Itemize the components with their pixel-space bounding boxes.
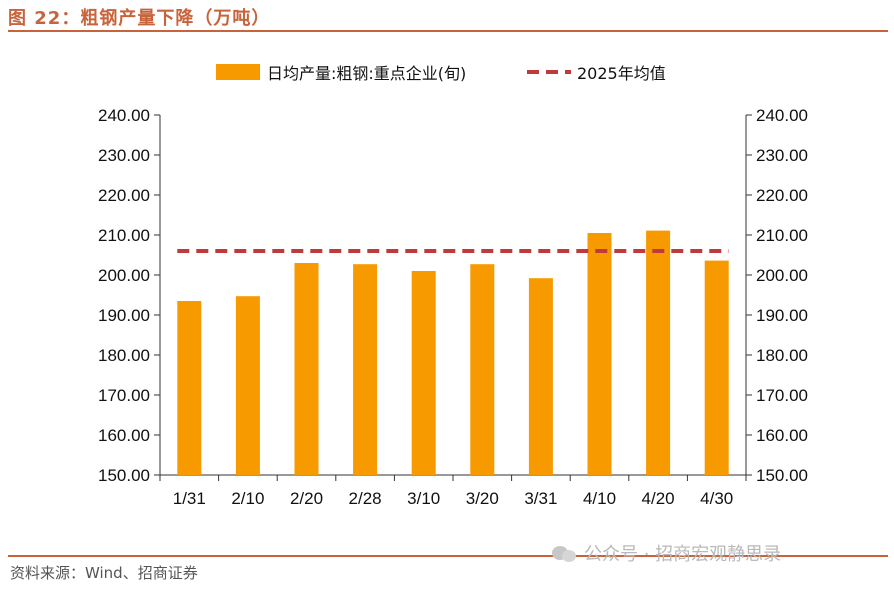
bar <box>353 264 378 475</box>
x-tick-label: 4/20 <box>642 489 675 508</box>
y-tick-label-left: 220.00 <box>98 186 150 205</box>
y-tick-label-left: 180.00 <box>98 346 150 365</box>
bar <box>235 296 260 475</box>
source-note: 资料来源：Wind、招商证券 <box>10 564 198 582</box>
y-tick-label-right: 160.00 <box>756 426 808 445</box>
x-tick-label: 3/31 <box>524 489 557 508</box>
legend-label-bar: 日均产量:粗钢:重点企业(旬) <box>267 64 466 83</box>
y-tick-label-right: 230.00 <box>756 146 808 165</box>
y-tick-label-right: 190.00 <box>756 306 808 325</box>
y-tick-label-right: 210.00 <box>756 226 808 245</box>
x-tick-label: 4/30 <box>700 489 733 508</box>
y-tick-label-right: 220.00 <box>756 186 808 205</box>
title-divider <box>8 30 888 32</box>
wechat-icon <box>552 545 578 563</box>
bar <box>294 263 319 475</box>
bar <box>528 278 553 475</box>
y-tick-label-left: 160.00 <box>98 426 150 445</box>
x-tick-label: 1/31 <box>173 489 206 508</box>
x-tick-label: 2/10 <box>231 489 264 508</box>
footer-divider <box>8 555 888 557</box>
watermark-text: 公众号 · 招商宏观静思录 <box>584 544 782 565</box>
bar <box>646 230 671 475</box>
y-tick-label-right: 180.00 <box>756 346 808 365</box>
y-tick-label-right: 200.00 <box>756 266 808 285</box>
y-tick-label-left: 170.00 <box>98 386 150 405</box>
legend-label-average: 2025年均值 <box>577 64 666 83</box>
x-tick-label: 4/10 <box>583 489 616 508</box>
figure-title: 图 22：粗钢产量下降（万吨） <box>8 8 271 29</box>
y-tick-label-left: 210.00 <box>98 226 150 245</box>
legend-swatch-bar <box>216 64 260 80</box>
y-tick-label-left: 190.00 <box>98 306 150 325</box>
bar <box>704 260 729 475</box>
y-tick-label-right: 150.00 <box>756 466 808 485</box>
y-tick-label-right: 170.00 <box>756 386 808 405</box>
watermark: 公众号 · 招商宏观静思录 <box>552 540 781 566</box>
bar <box>587 233 612 475</box>
x-tick-label: 2/20 <box>290 489 323 508</box>
bar <box>470 264 495 475</box>
y-tick-label-left: 150.00 <box>98 466 150 485</box>
y-tick-label-left: 200.00 <box>98 266 150 285</box>
x-tick-label: 2/28 <box>349 489 382 508</box>
y-tick-label-left: 240.00 <box>98 106 150 125</box>
y-tick-label-left: 230.00 <box>98 146 150 165</box>
bar <box>411 271 436 475</box>
x-tick-label: 3/20 <box>466 489 499 508</box>
bar <box>177 301 202 475</box>
x-tick-label: 3/10 <box>407 489 440 508</box>
y-tick-label-right: 240.00 <box>756 106 808 125</box>
